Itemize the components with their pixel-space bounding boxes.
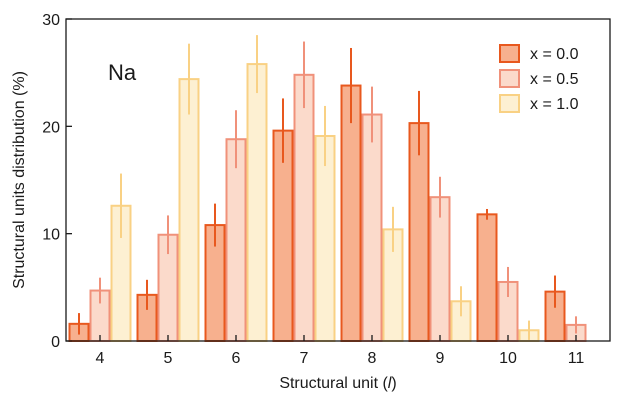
bar-7-series-1	[293, 73, 315, 343]
legend-swatch-0	[499, 44, 520, 63]
x-tick-label: 9	[436, 350, 445, 367]
legend-label-0: x = 0.0	[530, 46, 579, 63]
y-tick-label: 0	[51, 334, 60, 351]
x-tick-label: 4	[96, 350, 105, 367]
bar-8-series-0	[340, 84, 362, 343]
x-axis-label-symbol: l	[388, 375, 392, 392]
legend-swatch-2	[499, 94, 520, 113]
x-tick-label: 10	[499, 350, 517, 367]
y-tick-label: 10	[42, 227, 60, 244]
y-tick-label: 30	[42, 12, 60, 29]
legend-swatch-1	[499, 69, 520, 88]
bar-8-series-1	[361, 113, 383, 342]
x-tick-label: 6	[232, 350, 241, 367]
bar-9-series-1	[429, 196, 451, 342]
legend-label-2: x = 1.0	[530, 96, 579, 113]
sample-annotation: Na	[108, 60, 137, 85]
bar-6-series-1	[225, 138, 247, 342]
x-axis-label: Structural unit (l)	[279, 375, 396, 392]
plot-frame	[65, 18, 611, 342]
x-axis-label-main: Structural unit (	[279, 375, 388, 392]
bar-5-series-2	[178, 78, 200, 343]
bar-7-series-2	[314, 134, 336, 342]
bar-6-series-2	[246, 63, 268, 343]
x-tick-label: 5	[164, 350, 173, 367]
y-axis-label: Structural units distribution (%)	[11, 71, 28, 289]
x-tick-label: 7	[300, 350, 309, 367]
bar-9-series-0	[408, 122, 430, 343]
legend-label-1: x = 0.5	[530, 71, 579, 88]
bar-10-series-0	[476, 213, 498, 342]
x-tick-label: 11	[568, 350, 585, 367]
y-tick-label: 20	[42, 119, 60, 136]
x-axis-label-close: )	[391, 375, 396, 392]
x-tick-label: 8	[368, 350, 377, 367]
